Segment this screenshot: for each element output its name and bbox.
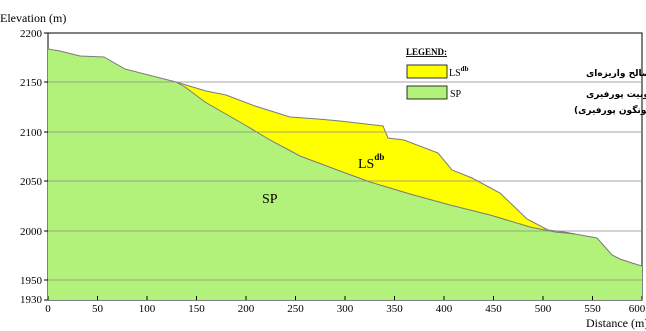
y-axis-ticks bbox=[44, 32, 48, 301]
y-axis-title: Elevation (m) bbox=[0, 11, 66, 25]
y-tick-labels: 2200 2150 2100 2050 2000 1950 1930 bbox=[20, 28, 43, 306]
grid-lines bbox=[48, 81, 642, 281]
x-tick-label: 150 bbox=[188, 303, 205, 315]
ls-unit-label: LSdb bbox=[358, 152, 384, 172]
y-tick-label: 1930 bbox=[20, 294, 43, 306]
x-tick-label: 250 bbox=[287, 303, 304, 315]
y-tick-label: 2100 bbox=[20, 127, 43, 139]
x-tick-label: 550 bbox=[584, 303, 601, 315]
ls-unit-area bbox=[176, 82, 575, 234]
x-tick-label: 450 bbox=[485, 303, 502, 315]
y-tick-label: 2150 bbox=[20, 77, 43, 89]
x-axis-ticks bbox=[47, 296, 643, 300]
y-tick-label: 2000 bbox=[20, 226, 43, 238]
y-tick-label: 2200 bbox=[20, 28, 43, 40]
legend-swatch-ls bbox=[406, 64, 448, 79]
ls-sp-contact-line bbox=[175, 81, 576, 235]
x-tick-label: 200 bbox=[238, 303, 255, 315]
legend: LEGEND: LSdb مصالح واریزه‌ای SP مصالح مو… bbox=[406, 47, 646, 116]
sp-unit-label: SP bbox=[262, 192, 278, 207]
x-tick-label: 300 bbox=[337, 303, 354, 315]
x-tick-label: 0 bbox=[45, 303, 51, 315]
x-tick-label: 50 bbox=[92, 303, 104, 315]
legend-swatch-sp bbox=[406, 85, 448, 100]
x-tick-label: 100 bbox=[139, 303, 156, 315]
legend-desc-ls: مصالح واریزه‌ای bbox=[586, 69, 646, 79]
x-tick-label: 400 bbox=[436, 303, 453, 315]
x-tick-labels: 0 50 100 150 200 250 300 350 400 450 500… bbox=[45, 303, 646, 315]
legend-desc-sp-line2: (سونگون پورفیری) bbox=[574, 104, 646, 116]
legend-desc-sp-line1: مصالح مونزونیت پورفیری bbox=[586, 90, 646, 100]
legend-title: LEGEND: bbox=[406, 47, 447, 57]
x-tick-label: 350 bbox=[386, 303, 403, 315]
legend-code-sp: SP bbox=[450, 89, 462, 100]
y-tick-label: 2050 bbox=[20, 176, 43, 188]
x-tick-label: 500 bbox=[535, 303, 552, 315]
x-axis-title: Distance (m) bbox=[586, 316, 646, 330]
y-tick-label: 1950 bbox=[20, 275, 43, 287]
legend-code-ls: LSdb bbox=[449, 65, 469, 79]
sp-unit-area bbox=[48, 49, 642, 300]
ground-surface-line bbox=[47, 48, 643, 267]
x-tick-label: 600 bbox=[629, 303, 646, 315]
